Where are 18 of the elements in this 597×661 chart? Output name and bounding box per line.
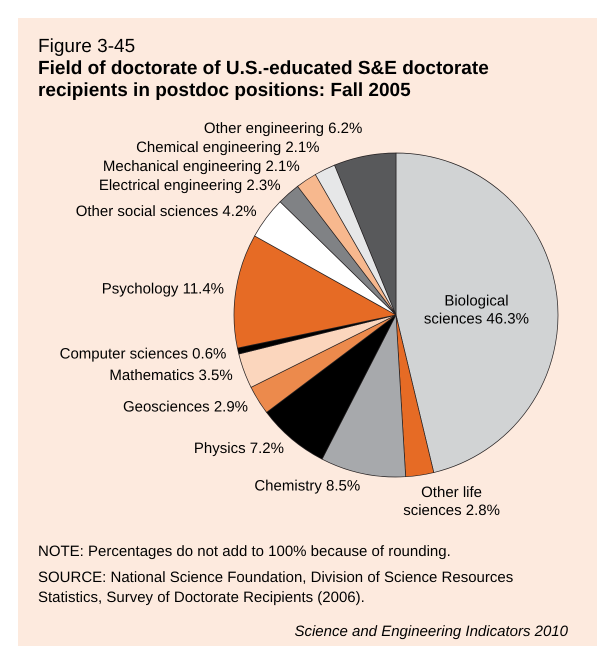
source-note: SOURCE: National Science Foundation, Division of Science Resources Statistics, Survey of Doctorate Recipients (2006).: [38, 569, 514, 606]
slice-label: Mechanical engineering 2.1%: [102, 158, 300, 175]
slice-label: Chemistry 8.5%: [254, 477, 360, 494]
slice-label: Chemical engineering 2.1%: [136, 138, 320, 156]
slice-label: Computer sciences 0.6%: [60, 346, 226, 363]
slice-label: Mathematics 3.5%: [109, 367, 233, 384]
slice-label: Other life sciences 2.8%: [403, 484, 500, 520]
slice-label: Physics 7.2%: [194, 440, 284, 458]
slice-label: Biological sciences 46.3%: [424, 292, 529, 328]
slice-label: Other engineering 6.2%: [204, 120, 362, 137]
slice-label: Electrical engineering 2.3%: [98, 176, 281, 194]
chart-title: Field of doctorate of U.S.-educated S&E doctorate recipients in postdoc positions: Fall 2005: [38, 58, 489, 101]
slice-label: Other social sciences 4.2%: [76, 202, 257, 220]
text: NOTE: Percentages do not add to 100% because of rounding.: [38, 543, 451, 560]
chart-subtitle: Figure 3-45: [38, 36, 136, 57]
slice-label: Psychology 11.4%: [102, 280, 224, 298]
text: Science and Engineering Indicators 2010: [294, 623, 569, 640]
slice-label: Geosciences 2.9%: [122, 398, 248, 416]
